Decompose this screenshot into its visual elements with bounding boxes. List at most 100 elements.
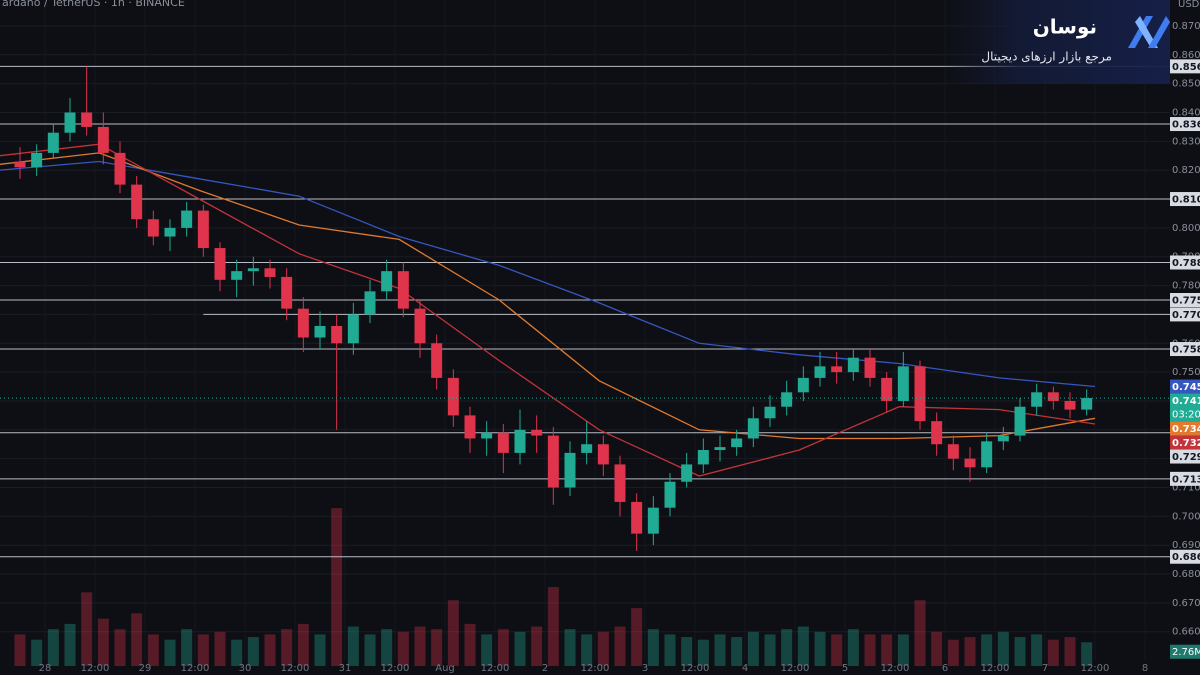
volume-bar [631,608,643,666]
y-tick-label: 0.690 [1172,540,1200,551]
volume-bar [131,613,143,666]
candle-body [747,418,759,439]
candle-body [1081,398,1093,410]
candle-body [947,444,959,459]
symbol-title: ardano / TetherUS · 1h · BINANCE [2,0,185,9]
x-tick-label: 5 [842,663,848,674]
volume-bar [14,634,26,666]
candle-body [814,366,826,378]
volume-bar [914,600,926,666]
candle-body [597,444,609,465]
volume-bar [814,631,826,666]
volume-bar [1014,637,1026,666]
price-badge [1170,117,1200,132]
candle-body [614,464,626,502]
volume-bar [247,637,259,666]
volume-badge-label: 2.76M [1172,647,1200,658]
volume-bar [514,631,526,666]
candle-body [764,406,776,419]
candle-body [364,291,376,315]
volume-bar [864,634,876,666]
volume-bar [1081,642,1093,666]
candle-body [697,450,709,465]
price-badge [1170,307,1200,322]
volume-bar [931,631,943,666]
candle-body [247,268,259,272]
price-badge-label: 0.770 [1172,310,1200,321]
candle-body [714,447,726,450]
candle-body [881,377,893,401]
volume-bar [147,634,159,666]
price-badge-label: 0.745 [1172,382,1200,393]
volume-bar [981,634,993,666]
candle-body [1031,392,1043,407]
volume-bar [314,634,326,666]
volume-bar [181,629,193,666]
volume-bar [597,631,609,666]
volume-bar [747,631,759,666]
candle-body [197,210,209,249]
volume-bar [197,634,209,666]
price-badge-label: 0.734 [1172,424,1200,435]
volume-bar [997,631,1009,666]
volume-bar [297,623,309,666]
y-tick-label: 0.780 [1172,281,1200,292]
moving-average [0,160,1096,388]
volume-bar [431,629,443,666]
candle-body [297,308,309,338]
volume-bar [847,629,859,666]
candle-body [31,152,43,168]
x-tick-label: 12:00 [1081,663,1110,674]
x-tick-label: 7 [1042,663,1048,674]
volume-bar [681,637,693,666]
candle-body [981,441,993,468]
x-tick-label: 12:00 [681,663,710,674]
price-badge [1170,379,1200,394]
volume-bar [364,634,376,666]
price-badge [1170,471,1200,486]
y-tick-label: 0.700 [1172,511,1200,522]
volume-bar [647,629,659,666]
price-badge-label: 0.788 [1172,258,1200,269]
volume-bar [781,629,793,666]
volume-bar [381,629,393,666]
candle-body [1064,400,1076,410]
candle-body [997,435,1009,442]
volume-bar [81,592,93,666]
volume-bar [764,634,776,666]
candle-body [497,432,509,453]
currency: USD [1178,0,1200,10]
volume-bar [97,618,109,666]
price-badge-label: 0.836 [1172,120,1200,131]
volume-bar [697,639,709,666]
candle-body [64,112,76,133]
candle-body [514,429,526,453]
candle-body [147,219,159,237]
candle-body [1014,406,1026,436]
candle-body [847,357,859,373]
y-tick-label: 0.660 [1172,627,1200,638]
candle-body [264,268,276,277]
volume-bar [1047,639,1059,666]
x-tick-label: 8 [1142,663,1148,674]
volume-bar [964,637,976,666]
candle-body [81,112,93,127]
logo-part [1128,16,1153,48]
volume-bar [1031,634,1043,666]
volume-bar [47,629,59,666]
logo-part [1135,16,1158,48]
candle-body [431,343,443,378]
y-tick-label: 0.850 [1172,79,1200,90]
candles [0,66,1170,551]
time-axis: 28 12:00 29 12:00 30 12:00 31 12:00 Aug 12:00 2 12:… [39,663,1149,674]
price-badge [1170,192,1200,207]
volume-bar [581,634,593,666]
candle-body [864,357,876,378]
x-tick-label: 2 [542,663,548,674]
volume-bar [481,634,493,666]
volume-bar [281,629,293,666]
x-tick-label: 12:00 [881,663,910,674]
candle-body [481,432,493,439]
volume-bar [264,634,276,666]
